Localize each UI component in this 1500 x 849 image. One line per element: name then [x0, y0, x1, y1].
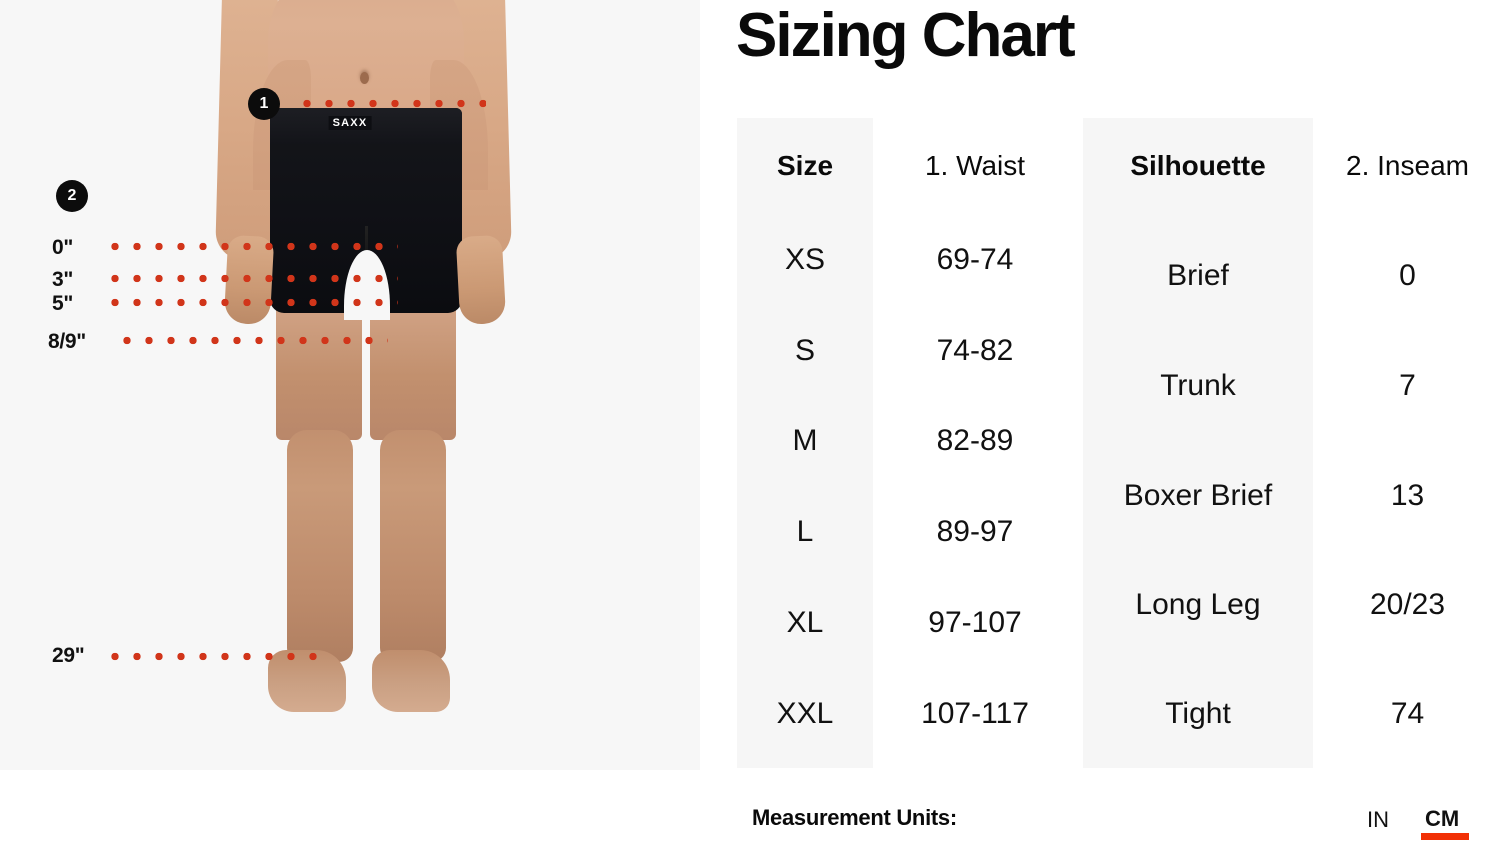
- silhouette-cell: Long Leg: [1135, 588, 1261, 621]
- inseam-line-29: [104, 652, 330, 661]
- waist-cell: 74-82: [936, 334, 1014, 367]
- inseam-line-0: [104, 242, 398, 251]
- size-cell: XXL: [776, 697, 834, 730]
- model-navel: [360, 72, 369, 84]
- silhouette-cell: Tight: [1165, 697, 1231, 730]
- inseam-cell: 74: [1390, 697, 1425, 730]
- waist-measure-line: [296, 99, 486, 108]
- model-right-hand: [455, 234, 507, 326]
- waist-cell: 82-89: [936, 424, 1014, 457]
- inseam-label-8-9: 8/9": [48, 330, 86, 353]
- silhouette-column-background: [1083, 118, 1313, 768]
- silhouette-cell: Brief: [1167, 259, 1229, 292]
- header-waist: 1. Waist: [924, 150, 1026, 181]
- size-cell: L: [796, 515, 814, 548]
- inseam-cell: 0: [1399, 259, 1416, 292]
- inseam-label-0: 0": [52, 236, 74, 259]
- inseam-cell: 7: [1399, 369, 1416, 402]
- size-cell: S: [794, 334, 815, 367]
- waist-cell: 69-74: [936, 243, 1014, 276]
- unit-option-cm[interactable]: CM: [1425, 806, 1460, 831]
- silhouette-cell: Boxer Brief: [1123, 479, 1273, 512]
- marker-badge-1: 1: [248, 88, 280, 120]
- marker-badge-2: 2: [56, 180, 88, 212]
- waist-cell: 89-97: [936, 515, 1014, 548]
- inseam-line-3: [104, 274, 398, 283]
- inseam-label-3: 3": [52, 268, 74, 291]
- model-right-calf: [380, 430, 446, 662]
- size-cell: XS: [784, 243, 826, 276]
- header-silhouette: Silhouette: [1130, 150, 1266, 181]
- size-cell: M: [792, 424, 818, 457]
- measurement-units-label: Measurement Units:: [752, 805, 957, 830]
- inseam-line-8-9: [116, 336, 388, 345]
- model-right-foot: [372, 650, 450, 712]
- unit-option-in[interactable]: IN: [1367, 807, 1389, 832]
- brand-label: SAXX: [328, 116, 372, 130]
- model-left-calf: [287, 430, 353, 662]
- waist-cell: 97-107: [928, 606, 1022, 639]
- unit-selected-indicator: [1421, 833, 1469, 840]
- header-size: Size: [776, 150, 834, 181]
- inseam-label-29: 29": [52, 644, 85, 667]
- model-photo-panel: SAXX 1 2 0" 3" 5" 8/9" 29": [0, 0, 700, 770]
- waist-cell: 107-117: [921, 697, 1029, 730]
- size-cell: XL: [786, 606, 824, 639]
- inseam-label-5: 5": [52, 292, 74, 315]
- page-title: Sizing Chart: [736, 1, 1076, 70]
- inseam-cell: 13: [1390, 479, 1425, 512]
- silhouette-cell: Trunk: [1160, 369, 1236, 402]
- size-column-background: [737, 118, 873, 768]
- inseam-line-5: [104, 298, 398, 307]
- inseam-cell: 20/23: [1369, 588, 1446, 621]
- header-inseam: 2. Inseam: [1346, 150, 1469, 181]
